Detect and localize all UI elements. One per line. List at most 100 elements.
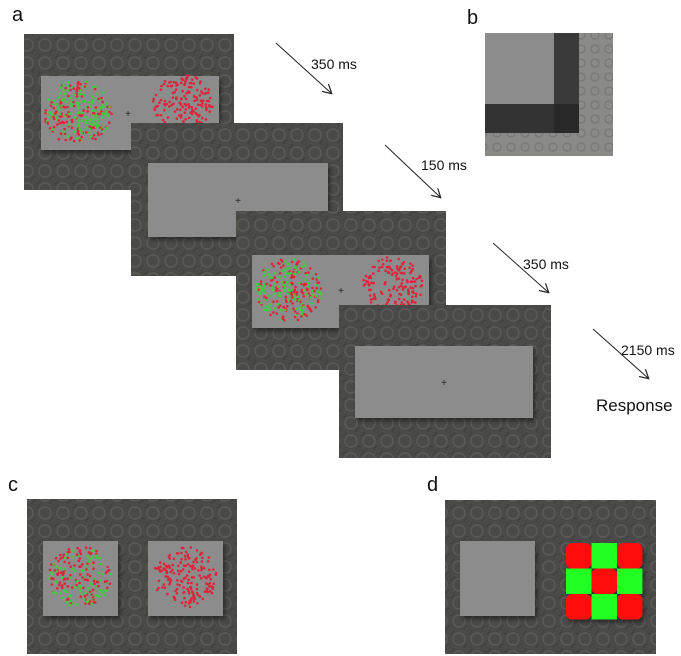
stimulus-dot xyxy=(153,107,156,110)
stimulus-dot xyxy=(410,301,414,304)
stimulus-dot xyxy=(411,286,415,290)
stimulus-dot xyxy=(44,109,48,112)
stimulus-dot xyxy=(305,293,309,297)
timing-label-1: 350 ms xyxy=(311,56,357,72)
stimulus-dot xyxy=(200,568,203,572)
stimulus-dot xyxy=(184,550,188,554)
stimulus-dot xyxy=(91,95,95,99)
stimulus-dot xyxy=(188,81,192,85)
stimulus-dot xyxy=(172,557,176,561)
stimulus-dot xyxy=(164,575,167,578)
stimulus-dot xyxy=(163,108,166,112)
stimulus-dot xyxy=(308,267,312,270)
stimulus-dot xyxy=(314,294,318,298)
stimulus-dot xyxy=(95,549,98,553)
stimulus-dot xyxy=(373,295,377,299)
stimulus-dot xyxy=(181,105,184,109)
stimulus-dot xyxy=(79,114,82,117)
stimulus-dot xyxy=(52,115,55,119)
stimulus-dot xyxy=(270,276,274,280)
stimulus-dot xyxy=(105,580,108,583)
stimulus-dot xyxy=(71,549,74,553)
stimulus-dot xyxy=(259,301,263,305)
stimulus-dot xyxy=(67,548,71,551)
stimulus-dot xyxy=(87,131,91,135)
stimulus-dot xyxy=(292,272,296,276)
stimulus-dot xyxy=(367,288,371,292)
stimulus-dot xyxy=(96,120,100,123)
stimulus-dot xyxy=(275,312,279,315)
stimulus-dot xyxy=(193,95,196,98)
stimulus-dot xyxy=(169,570,172,574)
stimulus-dot xyxy=(300,288,304,292)
stimulus-dot xyxy=(276,261,280,265)
stimulus-dot xyxy=(193,567,197,570)
stimulus-dot xyxy=(88,125,92,128)
stimulus-dot xyxy=(259,284,262,288)
stimulus-dot xyxy=(379,290,383,294)
stimulus-dot xyxy=(94,97,97,100)
stimulus-dot xyxy=(283,281,286,284)
stimulus-dot xyxy=(65,552,68,556)
stimulus-dot xyxy=(310,302,313,305)
stimulus-dot xyxy=(377,269,381,273)
stimulus-dot xyxy=(311,293,315,297)
stimulus-dot xyxy=(181,78,184,82)
stimulus-dot xyxy=(394,300,397,304)
stimulus-dot xyxy=(183,554,187,558)
stimulus-dot xyxy=(296,295,300,299)
stimulus-dot xyxy=(408,266,411,270)
stimulus-dot xyxy=(84,591,87,595)
stimulus-dot xyxy=(58,113,62,116)
stimulus-dot xyxy=(49,104,53,108)
stimulus-dot xyxy=(90,109,94,113)
stimulus-dot xyxy=(94,110,97,113)
stimulus-dot xyxy=(75,583,78,587)
stimulus-dot xyxy=(166,84,170,88)
stimulus-dot xyxy=(394,274,398,278)
stimulus-dot xyxy=(301,292,305,295)
stimulus-dot xyxy=(278,271,282,275)
stimulus-dot xyxy=(171,563,174,567)
stimulus-dot xyxy=(378,266,381,269)
stimulus-dot xyxy=(61,584,64,587)
stimulus-dot xyxy=(72,139,76,143)
stimulus-dot xyxy=(201,105,204,108)
stimulus-dot xyxy=(187,103,190,106)
stimulus-dot xyxy=(407,288,410,292)
stimulus-dot xyxy=(76,124,80,127)
stimulus-dot xyxy=(54,115,58,119)
stimulus-dot xyxy=(84,80,88,83)
stimulus-dot xyxy=(160,569,164,573)
stimulus-dot xyxy=(399,284,403,288)
stimulus-dot xyxy=(402,272,406,275)
timing-label-2: 150 ms xyxy=(421,157,467,173)
stimulus-dot xyxy=(92,134,96,137)
stimulus-dot xyxy=(288,290,292,293)
stimulus-dot xyxy=(187,85,191,89)
stimulus-dot xyxy=(63,92,66,95)
stimulus-dot xyxy=(168,580,172,584)
stimulus-dot xyxy=(389,259,392,263)
stimulus-dot xyxy=(282,284,286,287)
stimulus-dot xyxy=(270,262,274,266)
stimulus-dot xyxy=(77,97,81,100)
stimulus-dot xyxy=(70,118,74,122)
stimulus-dot xyxy=(88,127,92,130)
stimulus-dot xyxy=(62,130,65,134)
stimulus-dot xyxy=(184,78,188,82)
stimulus-dot xyxy=(286,292,290,296)
stimulus-dot xyxy=(151,100,155,103)
stimulus-dot xyxy=(66,577,69,580)
stimulus-dot xyxy=(73,130,76,134)
stimulus-dot xyxy=(93,601,96,604)
stimulus-dot xyxy=(180,601,184,604)
stimulus-dot xyxy=(294,265,297,268)
stimulus-dot xyxy=(181,89,184,93)
stimulus-dot xyxy=(304,271,308,275)
stimulus-dot xyxy=(286,304,289,308)
stimulus-dot xyxy=(183,604,187,608)
stimulus-dot xyxy=(275,300,279,303)
time-arrow-icon xyxy=(275,42,331,93)
stimulus-dot xyxy=(189,587,193,591)
